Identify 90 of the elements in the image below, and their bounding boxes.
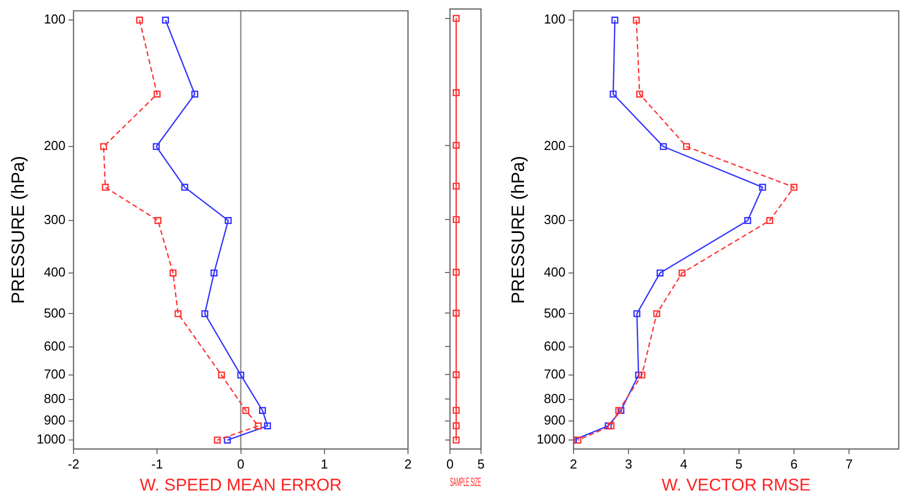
point bbox=[218, 372, 226, 379]
x-tick-label: 0 bbox=[237, 456, 244, 472]
point bbox=[678, 270, 686, 276]
point bbox=[154, 90, 161, 98]
point bbox=[259, 406, 266, 414]
point bbox=[452, 14, 460, 22]
point bbox=[452, 142, 460, 149]
x-tick-label: 1 bbox=[320, 456, 328, 472]
y-tick-label: 200 bbox=[544, 138, 566, 154]
point bbox=[452, 216, 460, 224]
y-axis-title: PRESSURE (hPa) bbox=[508, 156, 528, 304]
point bbox=[242, 406, 250, 414]
y-tick-label: 100 bbox=[544, 12, 566, 27]
x-tick-label: 0 bbox=[446, 456, 454, 472]
point bbox=[214, 436, 221, 444]
y-tick-label: 500 bbox=[544, 305, 566, 320]
point bbox=[744, 217, 752, 224]
point bbox=[237, 372, 244, 379]
point bbox=[611, 16, 618, 24]
point bbox=[683, 143, 690, 150]
point bbox=[452, 422, 460, 430]
y-tick-label: 1000 bbox=[536, 432, 566, 447]
y-tick-label: 800 bbox=[44, 390, 66, 406]
point bbox=[152, 143, 160, 150]
point bbox=[224, 436, 231, 444]
point bbox=[452, 89, 460, 96]
y-tick-label: 600 bbox=[544, 338, 566, 354]
point bbox=[102, 184, 109, 191]
x-tick-label: -1 bbox=[151, 456, 163, 472]
point bbox=[604, 422, 612, 430]
point bbox=[154, 217, 162, 224]
y-tick-label: 300 bbox=[544, 212, 566, 228]
point bbox=[759, 184, 766, 191]
x-tick-label: 4 bbox=[680, 456, 688, 472]
point bbox=[452, 371, 460, 378]
point bbox=[610, 90, 617, 98]
y-tick-label: 200 bbox=[44, 138, 66, 154]
point bbox=[452, 182, 460, 190]
point bbox=[254, 422, 262, 430]
point bbox=[653, 310, 660, 318]
x-tick-label: 7 bbox=[845, 456, 853, 472]
point bbox=[264, 422, 271, 430]
x-tick-label: 2 bbox=[570, 456, 578, 472]
point bbox=[162, 16, 169, 24]
y-tick-label: 400 bbox=[544, 264, 566, 280]
x-axis-title: SAMPLE SIZE bbox=[450, 476, 481, 489]
y-tick-label: 700 bbox=[44, 366, 66, 382]
point bbox=[174, 310, 182, 318]
point bbox=[633, 310, 640, 318]
point bbox=[181, 184, 188, 191]
y-tick-label: 600 bbox=[44, 338, 66, 354]
point bbox=[766, 217, 774, 224]
point bbox=[638, 372, 646, 379]
point bbox=[452, 436, 460, 444]
y-tick-label: 400 bbox=[44, 264, 66, 280]
x-tick-label: 6 bbox=[790, 456, 798, 472]
x-tick-label: 5 bbox=[735, 456, 742, 472]
point bbox=[636, 90, 644, 98]
point bbox=[790, 184, 798, 191]
y-tick-label: 900 bbox=[544, 412, 566, 428]
point bbox=[452, 310, 460, 317]
y-tick-label: 700 bbox=[544, 366, 566, 382]
point bbox=[574, 436, 582, 444]
y-tick-label: 500 bbox=[44, 305, 66, 320]
point bbox=[136, 16, 144, 24]
point bbox=[210, 270, 218, 276]
point bbox=[632, 16, 640, 24]
y-tick-label: 800 bbox=[544, 390, 566, 406]
x-tick-label: 5 bbox=[477, 456, 485, 472]
point bbox=[608, 422, 614, 430]
point bbox=[201, 310, 208, 318]
point bbox=[635, 372, 642, 379]
y-tick-label: 300 bbox=[44, 212, 66, 228]
point bbox=[170, 270, 177, 276]
y-axis-title: PRESSURE (hPa) bbox=[8, 156, 28, 304]
x-tick-label: 2 bbox=[404, 456, 412, 472]
x-axis-title: W. SPEED MEAN ERROR bbox=[140, 475, 342, 494]
point bbox=[452, 268, 460, 276]
point bbox=[191, 90, 198, 98]
point bbox=[100, 143, 108, 150]
x-tick-label: -2 bbox=[68, 456, 80, 472]
y-tick-label: 1000 bbox=[36, 432, 66, 447]
y-tick-label: 900 bbox=[44, 412, 66, 428]
point bbox=[224, 217, 232, 224]
x-axis-title: W. VECTOR RMSE bbox=[662, 475, 811, 494]
point bbox=[660, 143, 667, 150]
point bbox=[452, 406, 460, 414]
y-tick-label: 100 bbox=[44, 12, 66, 27]
point bbox=[656, 270, 664, 276]
x-tick-label: 3 bbox=[625, 456, 632, 472]
